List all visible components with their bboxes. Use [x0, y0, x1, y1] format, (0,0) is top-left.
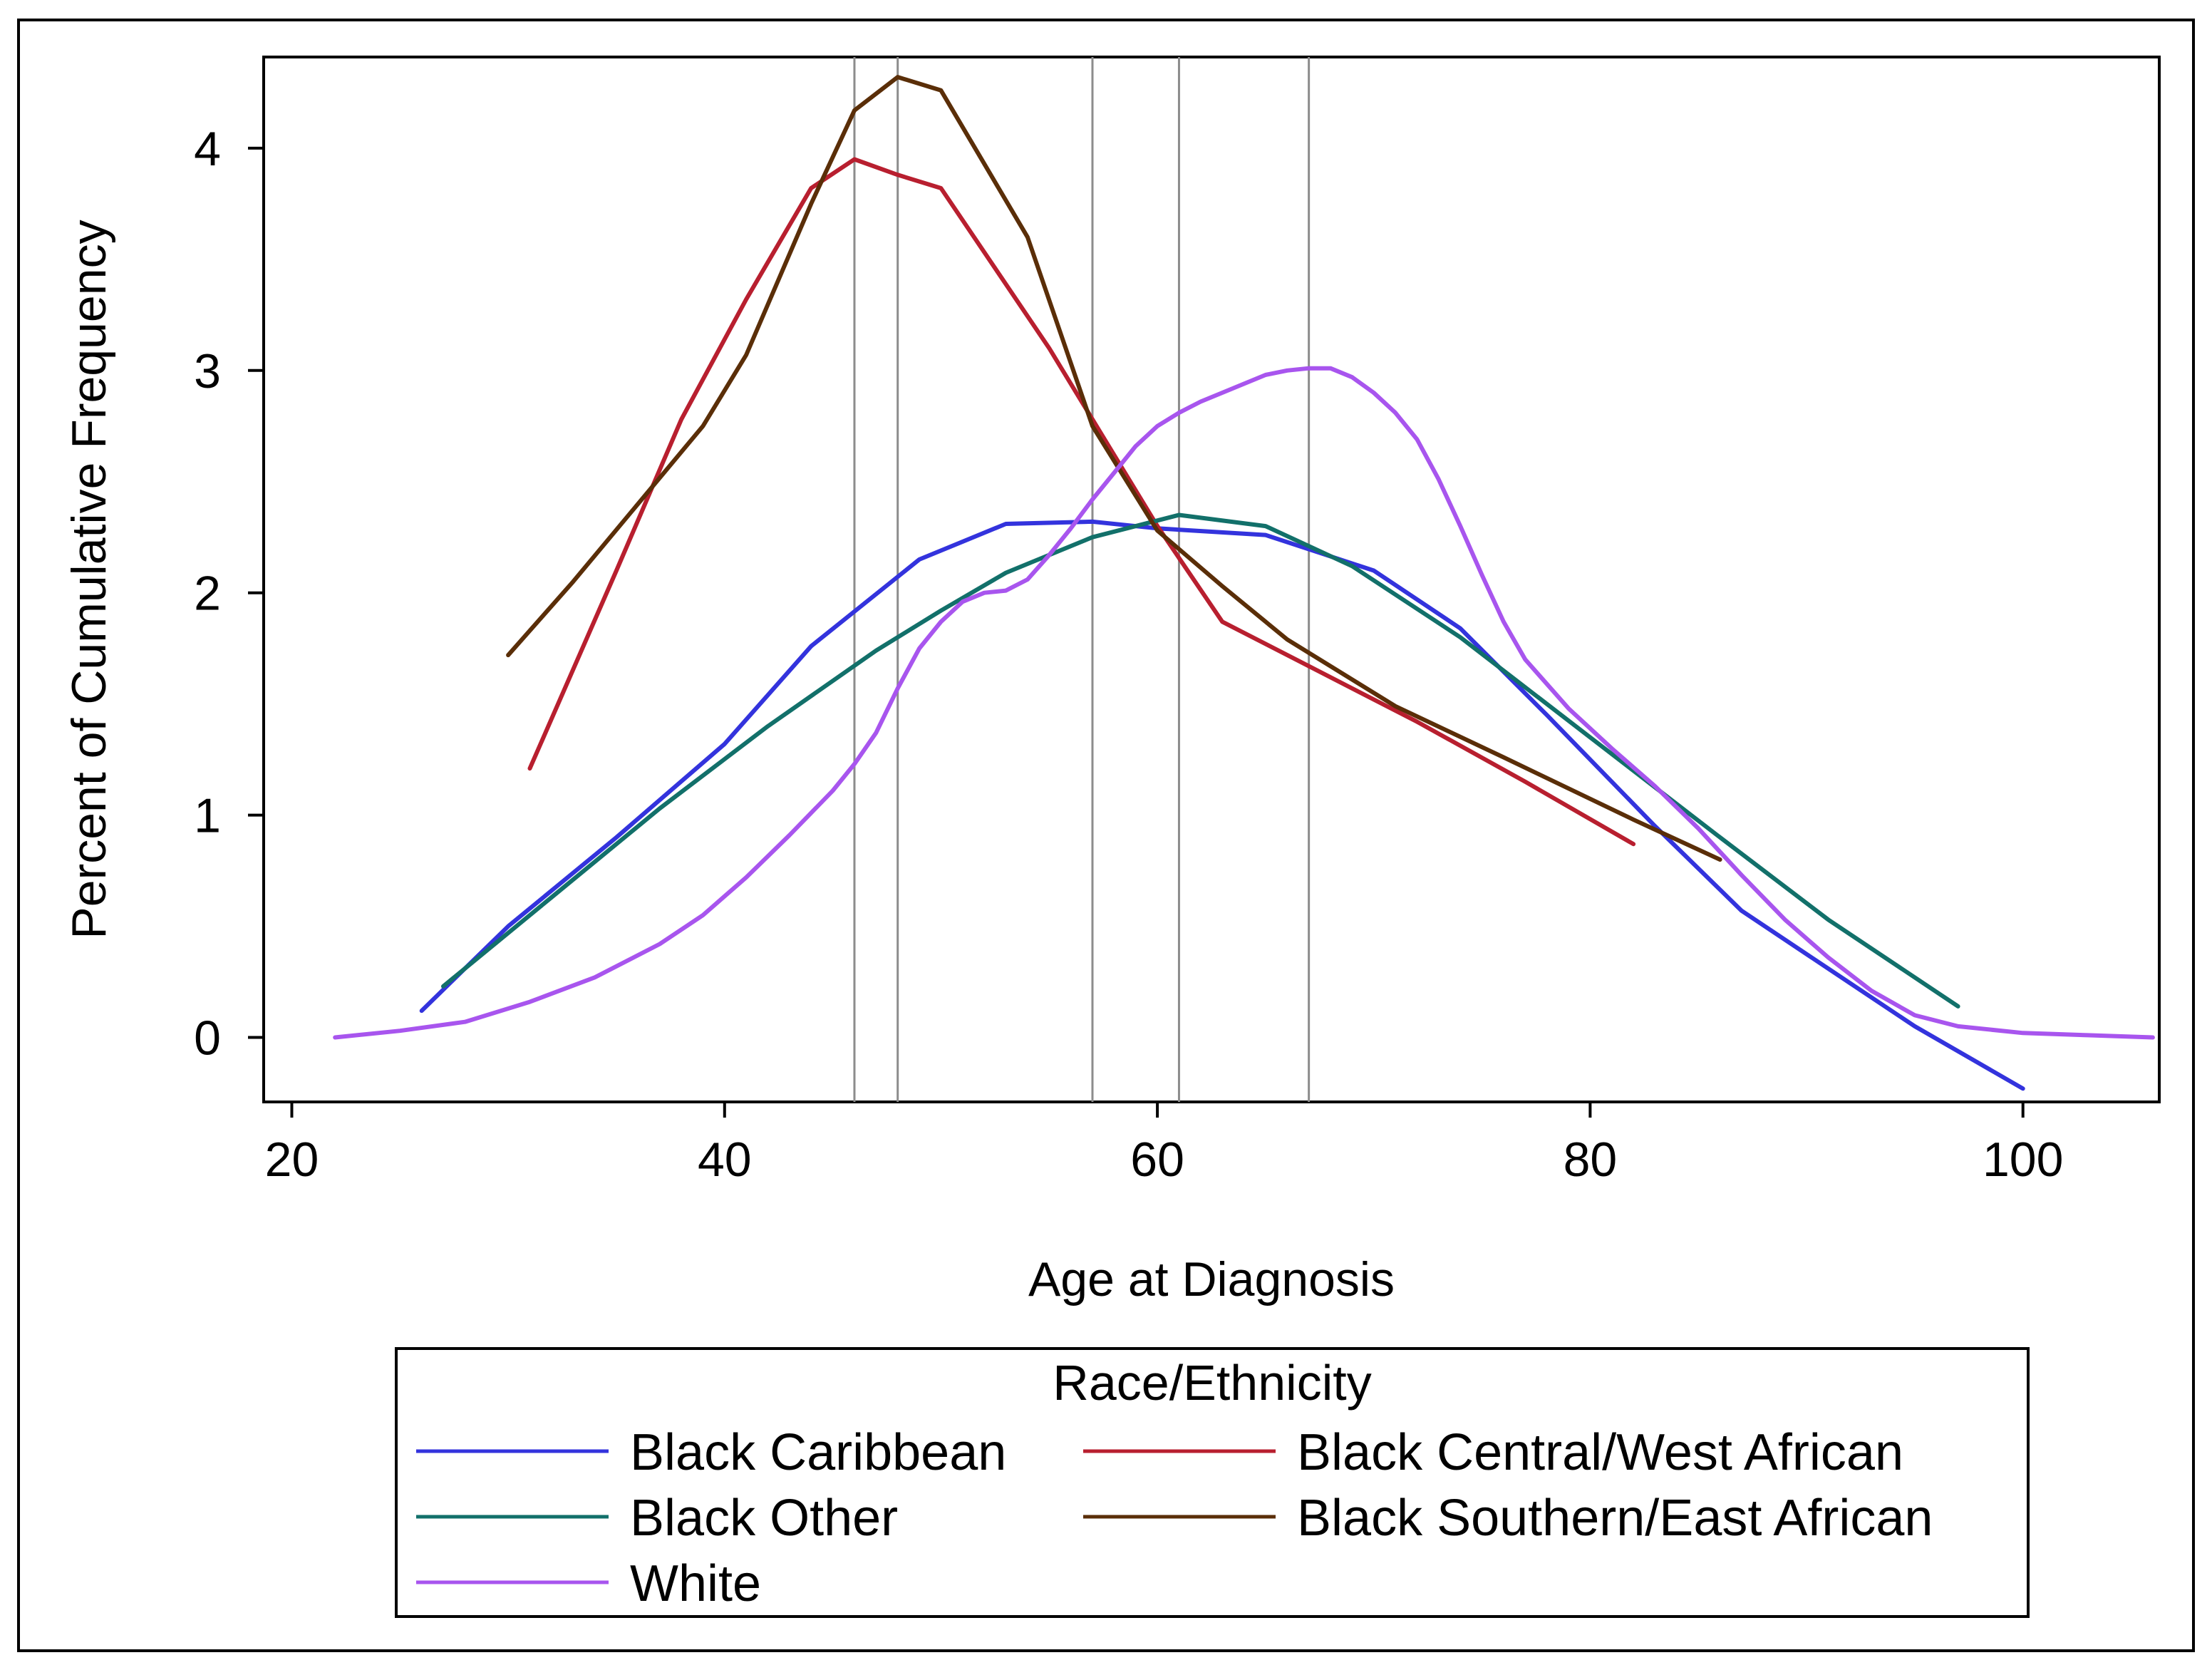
legend-entries: Black Caribbean Black Central/West Africa… — [416, 1424, 1933, 1612]
y-tick-label: 3 — [194, 344, 221, 398]
x-tick-label: 100 — [1983, 1133, 2063, 1187]
y-tick-label: 0 — [194, 1011, 221, 1066]
y-tick-label: 1 — [194, 789, 221, 843]
legend-label: Black Caribbean — [630, 1424, 1006, 1481]
y-axis: 0 1 2 3 4 — [194, 122, 264, 1066]
x-tick-label: 20 — [265, 1133, 319, 1187]
legend-label: Black Central/West African — [1297, 1424, 1903, 1481]
series-line-black-central-west-african — [527, 157, 1636, 847]
x-tick-label: 40 — [698, 1133, 752, 1187]
y-axis-title: Percent of Cumulative Frequency — [62, 220, 116, 939]
x-axis-title: Age at Diagnosis — [1028, 1252, 1395, 1306]
x-tick-label: 60 — [1130, 1133, 1184, 1187]
y-tick-label: 2 — [194, 567, 221, 621]
legend-title: Race/Ethnicity — [1053, 1355, 1371, 1411]
series-line-white — [333, 366, 2155, 1040]
legend-box — [395, 1347, 2030, 1618]
series-line-black-caribbean — [419, 519, 2025, 1091]
series-line-black-southern-east-african — [506, 75, 1722, 862]
y-tick-label: 4 — [194, 122, 221, 176]
legend-label: Black Southern/East African — [1297, 1490, 1933, 1547]
legend: Race/Ethnicity Black Caribbean Black Cent… — [395, 1347, 2030, 1618]
x-axis: 20 40 60 80 100 — [265, 1102, 2063, 1187]
legend-label: White — [630, 1555, 761, 1612]
legend-label: Black Other — [630, 1490, 898, 1547]
series-lines — [333, 75, 2155, 1091]
x-tick-label: 80 — [1564, 1133, 1618, 1187]
